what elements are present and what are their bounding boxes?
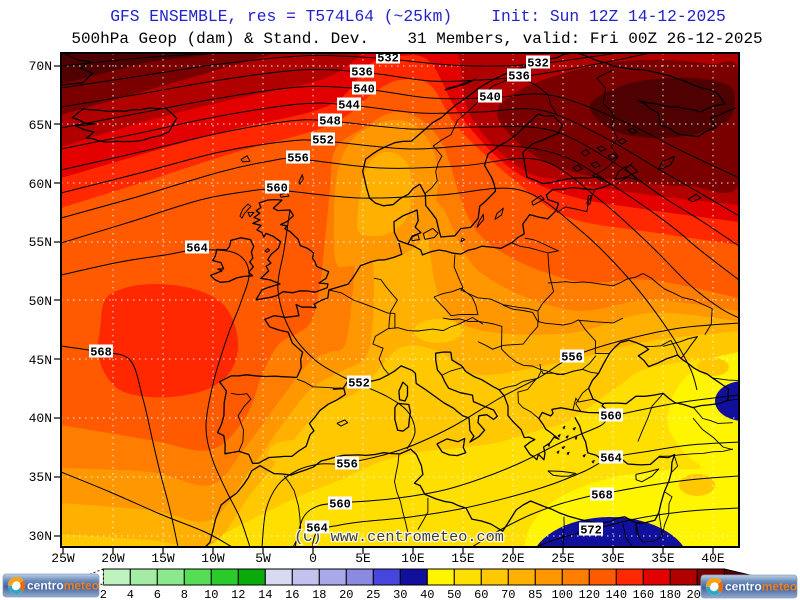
svg-text:40E: 40E [701, 551, 725, 566]
svg-text:35E: 35E [651, 551, 675, 566]
svg-text:8: 8 [181, 588, 188, 600]
svg-text:564: 564 [186, 242, 208, 256]
svg-text:532: 532 [527, 57, 549, 71]
svg-text:5W: 5W [255, 551, 271, 566]
svg-text:20E: 20E [501, 551, 525, 566]
svg-text:centrometeo: centrometeo [725, 580, 797, 594]
svg-text:60N: 60N [29, 177, 52, 192]
svg-text:568: 568 [591, 489, 613, 503]
svg-text:30E: 30E [601, 551, 625, 566]
svg-text:20: 20 [339, 588, 353, 600]
svg-text:2: 2 [100, 588, 107, 600]
svg-text:0: 0 [309, 551, 317, 566]
svg-text:(C) www.centrometeo.com: (C) www.centrometeo.com [294, 528, 504, 546]
svg-text:6: 6 [154, 588, 161, 600]
svg-text:GFS ENSEMBLE, res = T574L64 (~: GFS ENSEMBLE, res = T574L64 (~25km) Init… [110, 7, 726, 26]
svg-text:45N: 45N [29, 353, 52, 368]
svg-text:500hPa Geop (dam) & Stand. Dev: 500hPa Geop (dam) & Stand. Dev. 31 Membe… [71, 30, 762, 48]
svg-text:560: 560 [329, 498, 351, 512]
svg-text:12: 12 [231, 588, 245, 600]
svg-text:65N: 65N [29, 118, 52, 133]
svg-text:40: 40 [420, 588, 434, 600]
svg-text:544: 544 [338, 99, 360, 113]
svg-text:4: 4 [127, 588, 134, 600]
svg-text:536: 536 [351, 66, 373, 80]
svg-text:60: 60 [474, 588, 488, 600]
svg-text:100: 100 [551, 588, 573, 600]
svg-text:50: 50 [447, 588, 461, 600]
svg-text:50N: 50N [29, 294, 52, 309]
svg-text:30: 30 [393, 588, 407, 600]
svg-text:572: 572 [580, 524, 602, 538]
svg-text:85: 85 [528, 588, 542, 600]
svg-text:25E: 25E [551, 551, 575, 566]
svg-text:540: 540 [479, 91, 501, 105]
svg-text:25: 25 [366, 588, 380, 600]
svg-text:552: 552 [348, 377, 370, 391]
svg-text:556: 556 [336, 458, 358, 472]
svg-text:120: 120 [578, 588, 600, 600]
svg-text:15E: 15E [451, 551, 475, 566]
svg-text:560: 560 [600, 410, 622, 424]
svg-text:15W: 15W [151, 551, 175, 566]
svg-text:35N: 35N [29, 470, 52, 485]
svg-text:55N: 55N [29, 235, 52, 250]
svg-text:548: 548 [319, 115, 341, 129]
svg-text:556: 556 [561, 351, 583, 365]
svg-text:(C) www.centrometeo.com: (C) www.centrometeo.com [294, 528, 504, 546]
svg-text:5E: 5E [355, 551, 371, 566]
svg-text:564: 564 [600, 452, 622, 466]
svg-text:14: 14 [258, 588, 272, 600]
svg-text:16: 16 [285, 588, 299, 600]
svg-text:18: 18 [312, 588, 326, 600]
svg-text:564: 564 [306, 522, 328, 536]
svg-text:30N: 30N [29, 529, 52, 544]
svg-text:10E: 10E [401, 551, 425, 566]
svg-text:540: 540 [353, 83, 375, 97]
svg-text:25W: 25W [51, 551, 75, 566]
svg-text:10W: 10W [201, 551, 225, 566]
svg-text:70N: 70N [29, 59, 52, 74]
svg-text:70: 70 [501, 588, 515, 600]
svg-text:20W: 20W [101, 551, 125, 566]
svg-text:568: 568 [90, 346, 112, 360]
svg-text:180: 180 [659, 588, 681, 600]
svg-text:552: 552 [312, 134, 334, 148]
svg-text:140: 140 [605, 588, 627, 600]
svg-text:centrometeo: centrometeo [27, 579, 99, 593]
svg-text:160: 160 [632, 588, 654, 600]
svg-text:532: 532 [377, 52, 399, 66]
svg-text:10: 10 [204, 588, 218, 600]
svg-text:536: 536 [508, 70, 530, 84]
svg-text:40N: 40N [29, 411, 52, 426]
svg-text:556: 556 [287, 152, 309, 166]
svg-text:560: 560 [266, 182, 288, 196]
